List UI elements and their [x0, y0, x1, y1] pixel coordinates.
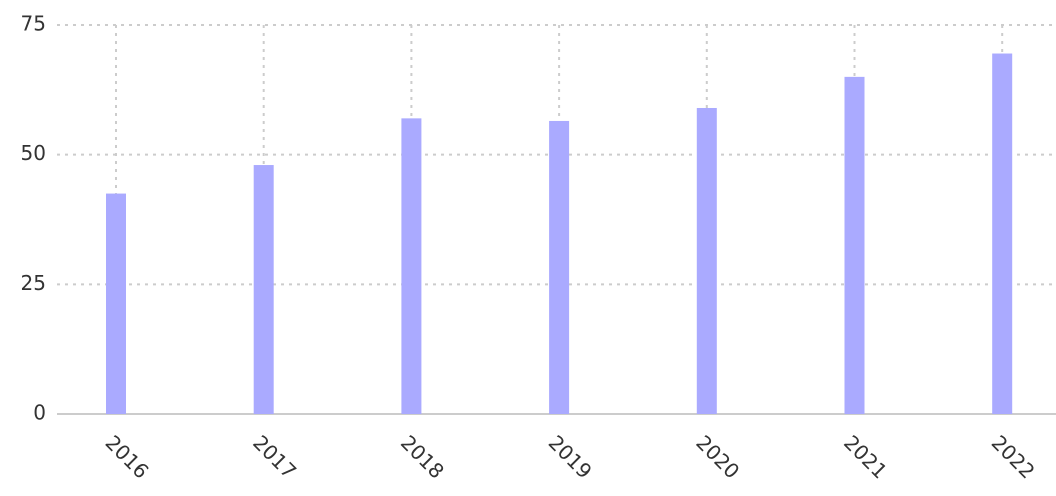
- y-tick-label: 75: [21, 12, 46, 36]
- bar: [401, 118, 422, 415]
- y-tick-label: 50: [21, 141, 46, 165]
- x-tick-label: 2022: [987, 430, 1040, 483]
- x-tick-label: 2019: [544, 430, 597, 483]
- x-tick-label: 2020: [691, 430, 744, 483]
- x-tick-label: 2018: [396, 430, 449, 483]
- x-tick-label: 2017: [248, 430, 301, 483]
- y-tick-label: 25: [21, 271, 46, 295]
- bar: [549, 120, 570, 414]
- bar: [253, 165, 274, 414]
- x-tick-label: 2016: [101, 430, 154, 483]
- bar: [696, 107, 717, 414]
- bar: [106, 193, 126, 414]
- x-tick-label: 2021: [839, 430, 892, 483]
- bar: [844, 76, 865, 414]
- y-tick-label: 0: [33, 401, 46, 425]
- bar: [992, 53, 1013, 414]
